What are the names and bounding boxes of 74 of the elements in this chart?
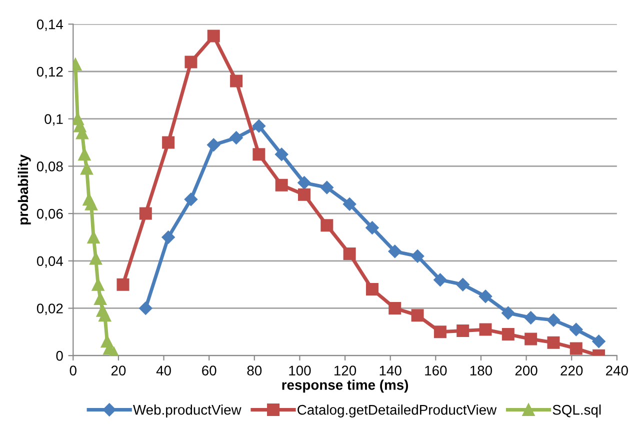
point xyxy=(410,250,424,263)
point xyxy=(78,148,91,161)
point xyxy=(502,328,514,341)
point xyxy=(320,219,334,232)
point xyxy=(388,302,402,314)
point xyxy=(230,74,243,88)
point xyxy=(342,197,356,211)
x-tick-label: 240 xyxy=(606,366,628,376)
y-tick-label: 0,1 xyxy=(44,114,63,126)
x-axis-title: response time (ms) xyxy=(282,380,408,393)
point xyxy=(207,138,220,152)
point xyxy=(139,207,152,220)
point xyxy=(366,283,378,296)
point xyxy=(92,278,104,291)
point xyxy=(162,230,175,244)
point xyxy=(524,311,538,324)
point xyxy=(524,332,538,346)
point xyxy=(434,326,446,338)
point xyxy=(456,324,470,337)
x-tick-label: 140 xyxy=(380,366,402,376)
point xyxy=(434,273,447,286)
point xyxy=(592,334,606,348)
point xyxy=(546,313,560,327)
point xyxy=(252,148,266,161)
x-tick-label: 80 xyxy=(247,366,262,376)
point xyxy=(85,198,98,210)
x-tick-label: 160 xyxy=(425,366,447,376)
y-tick-label: 0,06 xyxy=(36,208,63,220)
point xyxy=(184,56,198,68)
point xyxy=(230,131,243,144)
point xyxy=(298,176,311,190)
point xyxy=(502,306,515,320)
x-tick-label: 40 xyxy=(156,366,171,376)
point xyxy=(343,248,356,260)
legend-label: Catalog.getDetailedProductView xyxy=(298,404,497,418)
point xyxy=(252,119,266,133)
x-tick-label: 120 xyxy=(334,366,356,376)
x-tick-label: 0 xyxy=(70,366,76,376)
point xyxy=(275,178,288,192)
y-tick-label: 0,08 xyxy=(36,162,63,174)
y-tick-label: 0 xyxy=(56,350,63,361)
x-tick-label: 60 xyxy=(202,366,216,376)
x-tick-label: 180 xyxy=(470,366,492,376)
point xyxy=(478,290,492,303)
y-tick-label: 0,04 xyxy=(36,256,64,268)
point xyxy=(388,244,402,258)
point xyxy=(547,336,560,349)
point xyxy=(366,221,379,234)
x-tick-label: 100 xyxy=(289,366,311,376)
x-tick-label: 20 xyxy=(111,366,126,376)
point xyxy=(570,342,582,355)
point xyxy=(411,309,424,322)
y-tick-label: 0,12 xyxy=(36,66,63,78)
point xyxy=(298,188,310,201)
point xyxy=(162,136,175,149)
x-tick-label: 200 xyxy=(515,366,538,376)
point xyxy=(98,309,112,322)
point xyxy=(184,192,198,206)
point xyxy=(456,278,470,292)
y-axis-title: probability xyxy=(18,154,31,224)
point xyxy=(94,292,107,306)
point xyxy=(139,302,152,315)
point xyxy=(80,162,93,175)
y-tick-label: 0,14 xyxy=(36,19,64,31)
x-tick-label: 220 xyxy=(560,366,583,376)
point xyxy=(479,323,492,336)
y-tick-label: 0,02 xyxy=(36,304,63,316)
point xyxy=(320,180,334,194)
legend-label: Web.productView xyxy=(133,404,242,418)
point xyxy=(275,148,288,161)
legend-label: SQL.sql xyxy=(552,404,601,418)
point xyxy=(207,30,220,42)
point xyxy=(570,322,583,336)
point xyxy=(116,278,130,291)
